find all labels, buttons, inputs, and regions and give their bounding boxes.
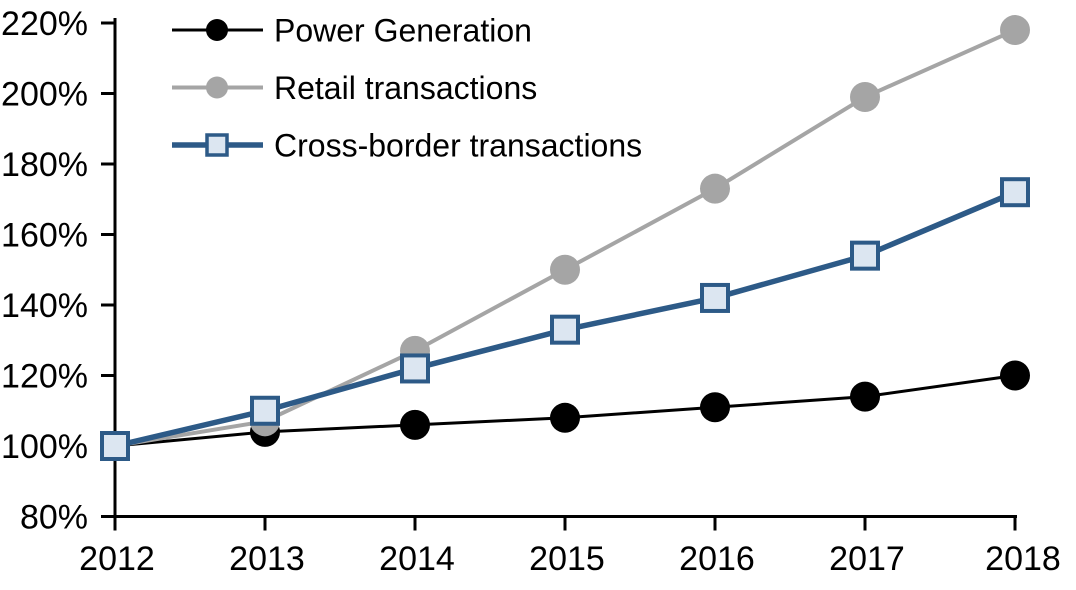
- y-tick-label-80: 80%: [20, 499, 88, 537]
- x-tick-label-2017: 2017: [829, 540, 905, 578]
- legend-marker-power-generation: [206, 19, 228, 41]
- legend-label-power-generation: Power Generation: [274, 13, 532, 49]
- marker-power-generation-2014: [400, 409, 430, 440]
- marker-cross-border-transactions-2017: [850, 240, 880, 271]
- legend-item-cross-border-transactions: Cross-border transactions: [172, 128, 642, 164]
- y-tick-label-160: 160%: [1, 217, 88, 255]
- x-tick-label-2014: 2014: [379, 540, 455, 578]
- x-tick-label-2018: 2018: [985, 540, 1061, 578]
- marker-retail-transactions-2018: [1000, 15, 1030, 46]
- y-tick-label-220: 220%: [1, 5, 88, 43]
- marker-retail-transactions-2016: [700, 173, 730, 204]
- x-tick-label-2016: 2016: [679, 540, 755, 578]
- marker-cross-border-transactions-2012: [100, 431, 130, 461]
- series-cross-border-transactions: [100, 177, 1030, 461]
- y-tick-label-180: 180%: [1, 146, 88, 184]
- legend-item-retail-transactions: Retail transactions: [172, 70, 537, 106]
- legend: Power Generation Retail transactions Cross…: [172, 13, 642, 164]
- marker-cross-border-transactions-2015: [550, 314, 580, 345]
- x-tick-label-2013: 2013: [229, 540, 305, 578]
- y-axis-ticks: 220% 200% 180% 160% 140% 120% 100% 80%: [1, 5, 115, 537]
- legend-item-power-generation: Power Generation: [172, 13, 532, 49]
- marker-power-generation-2017: [850, 381, 880, 412]
- legend-marker-retail-transactions: [206, 76, 228, 99]
- y-tick-label-200: 200%: [1, 76, 88, 114]
- marker-cross-border-transactions-2016: [700, 282, 730, 313]
- marker-power-generation-2018: [1000, 360, 1030, 391]
- marker-power-generation-2015: [550, 402, 580, 433]
- x-tick-label-2012: 2012: [79, 540, 155, 578]
- y-tick-label-140: 140%: [1, 287, 88, 325]
- y-tick-label-120: 120%: [1, 358, 88, 396]
- legend-marker-cross-border-transactions: [205, 133, 229, 157]
- marker-cross-border-transactions-2018: [1000, 177, 1030, 208]
- x-tick-label-2015: 2015: [529, 540, 605, 578]
- marker-cross-border-transactions-2014: [400, 353, 430, 384]
- series-line-retail-transactions: [114, 28, 1016, 448]
- marker-retail-transactions-2017: [850, 82, 880, 113]
- series-power-generation: [100, 360, 1030, 461]
- legend-label-retail-transactions: Retail transactions: [274, 70, 537, 106]
- marker-retail-transactions-2015: [550, 254, 580, 285]
- y-tick-label-100: 100%: [1, 428, 88, 466]
- x-axis-ticks: 2012 2013 2014 2015 2016 2017 2018: [79, 516, 1061, 578]
- legend-label-cross-border-transactions: Cross-border transactions: [274, 128, 642, 164]
- marker-power-generation-2016: [700, 392, 730, 423]
- marker-cross-border-transactions-2013: [250, 395, 280, 426]
